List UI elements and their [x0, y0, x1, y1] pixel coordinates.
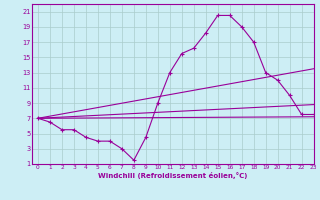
X-axis label: Windchill (Refroidissement éolien,°C): Windchill (Refroidissement éolien,°C): [98, 172, 247, 179]
